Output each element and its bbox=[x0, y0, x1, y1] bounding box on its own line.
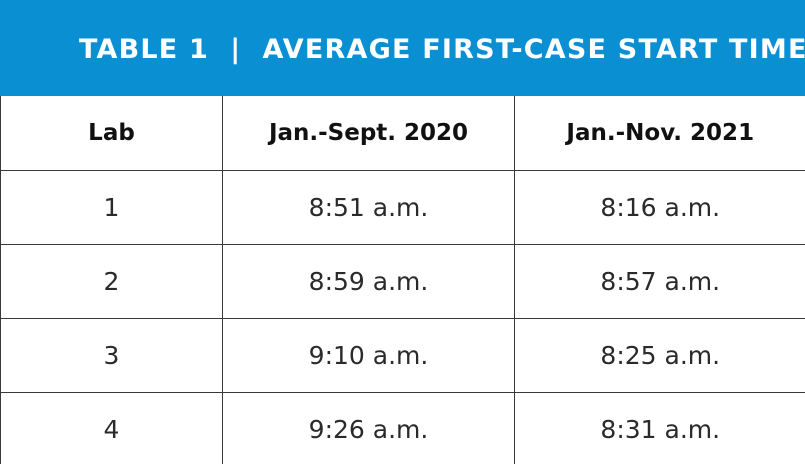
table-title: TABLE 1 | AVERAGE FIRST-CASE START TIMES bbox=[79, 34, 805, 65]
time-2020-cell: 8:51 a.m. bbox=[222, 170, 515, 245]
lab-cell: 3 bbox=[0, 318, 223, 393]
column-header-2021: Jan.-Nov. 2021 bbox=[514, 96, 805, 171]
table-row: 4 9:26 a.m. 8:31 a.m. bbox=[0, 392, 805, 464]
table-header: Lab Jan.-Sept. 2020 Jan.-Nov. 2021 bbox=[0, 96, 805, 171]
lab-cell: 4 bbox=[0, 392, 223, 464]
time-2021-cell: 8:57 a.m. bbox=[514, 244, 805, 319]
time-2020-cell: 9:10 a.m. bbox=[222, 318, 515, 393]
lab-cell: 2 bbox=[0, 244, 223, 319]
time-2020-cell: 9:26 a.m. bbox=[222, 392, 515, 464]
header-row: Lab Jan.-Sept. 2020 Jan.-Nov. 2021 bbox=[0, 96, 805, 171]
column-header-2020: Jan.-Sept. 2020 bbox=[222, 96, 515, 171]
time-2020-cell: 8:59 a.m. bbox=[222, 244, 515, 319]
data-table: Lab Jan.-Sept. 2020 Jan.-Nov. 2021 1 8:5… bbox=[0, 96, 805, 464]
lab-cell: 1 bbox=[0, 170, 223, 245]
table-row: 2 8:59 a.m. 8:57 a.m. bbox=[0, 244, 805, 319]
title-bar: TABLE 1 | AVERAGE FIRST-CASE START TIMES bbox=[0, 0, 805, 96]
table-row: 3 9:10 a.m. 8:25 a.m. bbox=[0, 318, 805, 393]
time-2021-cell: 8:16 a.m. bbox=[514, 170, 805, 245]
title-text: AVERAGE FIRST-CASE START TIMES bbox=[262, 33, 805, 65]
title-separator: | bbox=[230, 33, 242, 65]
time-2021-cell: 8:31 a.m. bbox=[600, 414, 721, 444]
column-header-lab: Lab bbox=[0, 96, 223, 171]
table-body: 1 8:51 a.m. 8:16 a.m. 2 8:59 a.m. 8:57 a… bbox=[0, 170, 805, 464]
time-2021-cell: 8:25 a.m. bbox=[514, 318, 805, 393]
table-label: TABLE 1 bbox=[79, 33, 210, 65]
table-row: 1 8:51 a.m. 8:16 a.m. bbox=[0, 170, 805, 245]
